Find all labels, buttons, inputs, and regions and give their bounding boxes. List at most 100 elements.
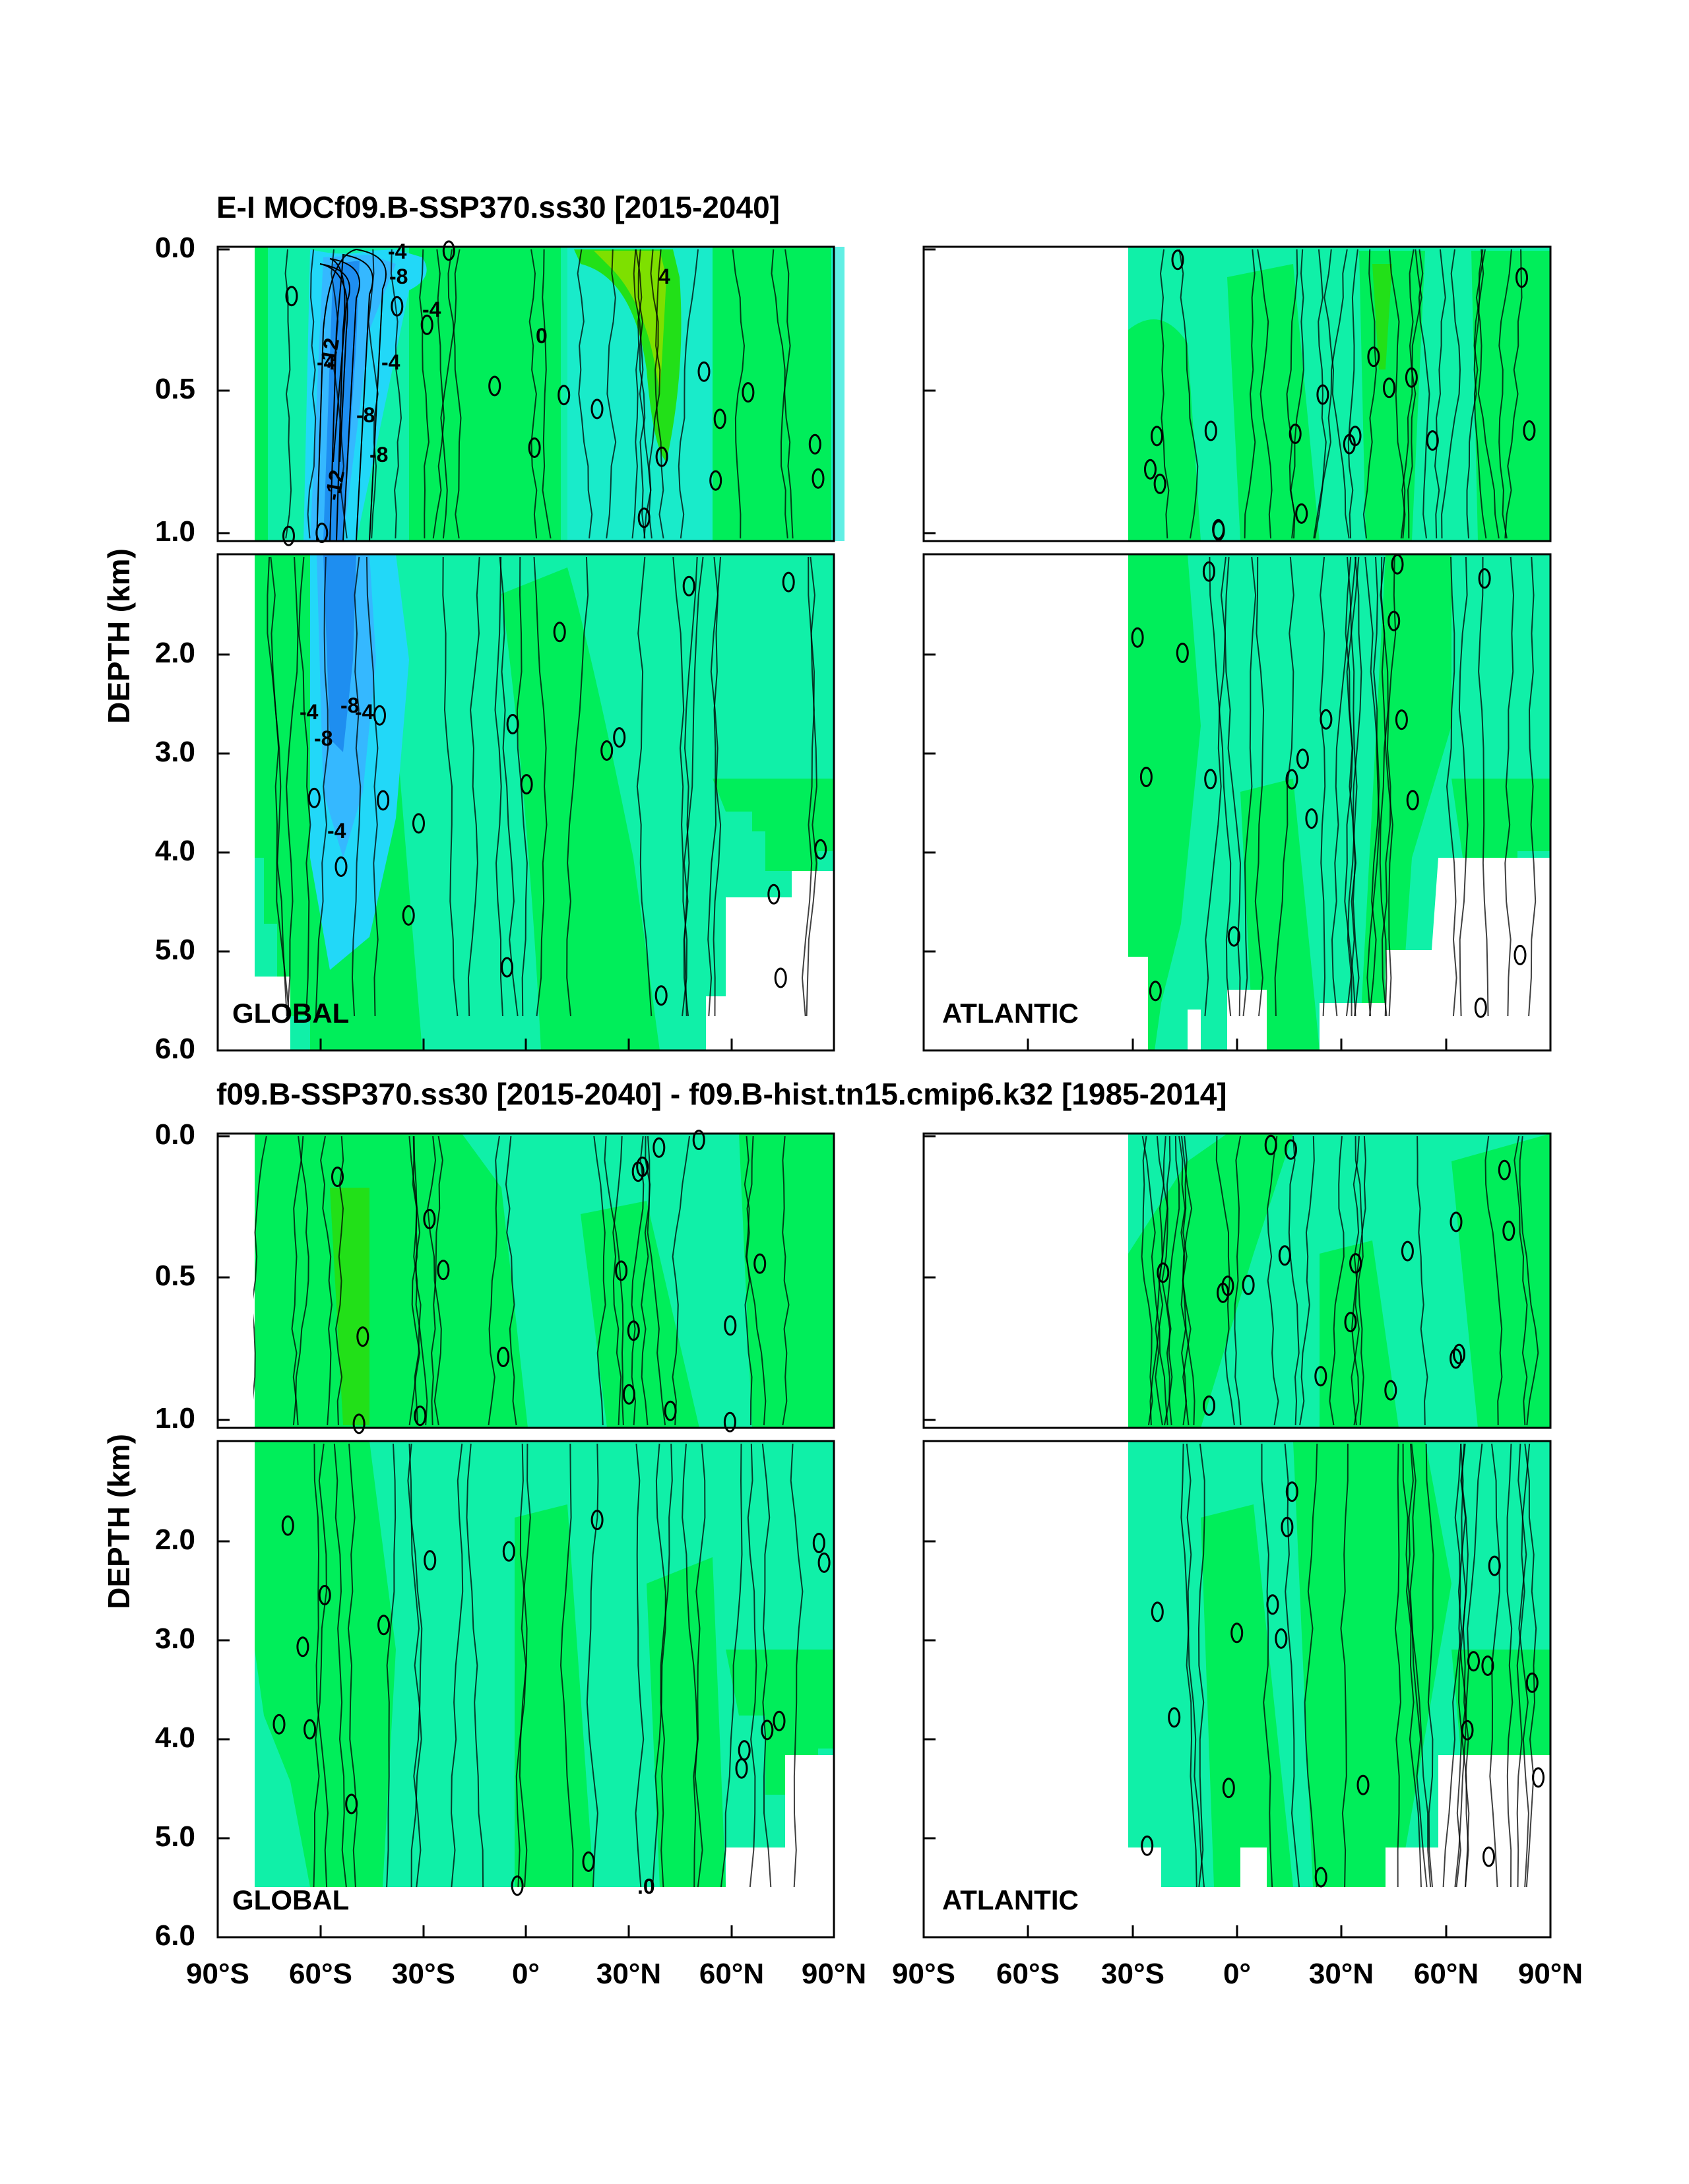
zero-contour-mark bbox=[373, 705, 386, 726]
zero-contour-mark bbox=[1289, 424, 1302, 444]
contour-line bbox=[1352, 556, 1362, 1017]
zero-contour-mark bbox=[742, 382, 755, 403]
contour-line bbox=[1405, 1443, 1422, 1888]
contour-line bbox=[1304, 1443, 1318, 1888]
chart-title-top: E-I MOCf09.B-SSP370.ss30 [2015-2040] bbox=[216, 190, 780, 224]
panel-label-top-global: GLOBAL bbox=[232, 998, 349, 1029]
zero-contour-mark bbox=[713, 408, 726, 430]
contour-line bbox=[1504, 556, 1515, 1017]
contour-line bbox=[419, 249, 430, 539]
contour-line bbox=[333, 1443, 347, 1888]
ylabel-bottom: DEPTH (km) bbox=[102, 1434, 136, 1609]
contour-line bbox=[528, 249, 538, 539]
contour-line bbox=[1446, 556, 1457, 1017]
panel-bottom-global-lower bbox=[255, 1441, 834, 1937]
zero-contour-mark bbox=[1242, 1274, 1255, 1295]
zero-contour-mark bbox=[307, 787, 321, 808]
zero-contour-mark bbox=[331, 1167, 344, 1187]
zero-contour-mark bbox=[497, 1347, 510, 1367]
zero-contour-mark bbox=[502, 1541, 515, 1562]
zero-contour-mark bbox=[420, 314, 433, 335]
contour-line bbox=[1299, 1136, 1315, 1426]
contour-line bbox=[270, 556, 288, 1017]
zero-contour-mark bbox=[1230, 1622, 1244, 1644]
zero-contour-mark bbox=[1453, 1343, 1465, 1365]
contour-label: -4 bbox=[355, 700, 374, 724]
zero-contour-mark bbox=[356, 1326, 369, 1347]
contour-line bbox=[1178, 1136, 1190, 1426]
zero-contour-mark bbox=[1316, 384, 1329, 405]
contour-line bbox=[1380, 556, 1393, 1017]
zero-contour-mark bbox=[1305, 808, 1318, 829]
zero-contour-mark bbox=[1222, 1778, 1235, 1799]
contour-line bbox=[1524, 1443, 1537, 1888]
zero-contour-mark bbox=[488, 375, 501, 397]
contour-line bbox=[298, 556, 311, 1017]
zero-contour-mark bbox=[1296, 748, 1309, 769]
y-ticks-bottom: 0.0 0.5 1.0 2.0 3.0 4.0 5.0 6.0 bbox=[155, 1118, 195, 1952]
zero-contour-mark bbox=[296, 1636, 309, 1657]
xtick-global-4: 30°N bbox=[596, 1958, 661, 1990]
contour-line bbox=[1362, 249, 1377, 539]
y-ticks-top: 0.0 0.5 1.0 2.0 3.0 4.0 5.0 6.0 bbox=[155, 232, 195, 1065]
contour-line bbox=[672, 556, 688, 1017]
zero-contour-mark bbox=[1474, 997, 1487, 1018]
contour-line bbox=[1224, 556, 1242, 1017]
zero-contour-mark bbox=[1467, 1651, 1480, 1672]
contour-label: -8 bbox=[389, 265, 408, 288]
contour-label: -12 bbox=[315, 336, 343, 370]
contour-line bbox=[1234, 1136, 1242, 1426]
contour-line bbox=[612, 1136, 623, 1426]
contour-line bbox=[1528, 556, 1537, 1017]
contour-line bbox=[329, 258, 360, 542]
contour-label: -4 bbox=[388, 240, 407, 263]
zero-contour-mark bbox=[442, 240, 455, 261]
xtick-global-5: 60°N bbox=[699, 1958, 764, 1990]
contour-label: -4 bbox=[422, 298, 441, 321]
contour-line bbox=[577, 249, 593, 539]
contour-line bbox=[1186, 1443, 1197, 1888]
contour-line bbox=[1254, 556, 1265, 1017]
contour-line bbox=[251, 1136, 267, 1426]
zero-contour-mark bbox=[506, 714, 519, 734]
zero-contour-mark bbox=[1405, 367, 1418, 388]
zero-contour-mark bbox=[1151, 1601, 1164, 1622]
zero-contour-mark bbox=[377, 790, 390, 811]
contour-line bbox=[313, 1443, 327, 1888]
panel-label-bottom-global: GLOBAL bbox=[232, 1884, 349, 1915]
contour-line bbox=[447, 249, 462, 539]
contour-line bbox=[782, 1136, 790, 1426]
contour-line bbox=[284, 249, 292, 539]
contour-line bbox=[307, 249, 317, 539]
contour-line bbox=[408, 1136, 421, 1426]
contour-line bbox=[1149, 1136, 1171, 1426]
zero-contour-mark bbox=[1139, 767, 1153, 787]
zero-contour-mark bbox=[738, 1740, 751, 1761]
contour-line bbox=[1364, 556, 1380, 1017]
contour-line bbox=[647, 1136, 666, 1426]
ytick-bot-7: 6.0 bbox=[155, 1919, 195, 1952]
contour-line bbox=[1458, 556, 1469, 1017]
contour-line bbox=[1381, 556, 1397, 1017]
ytick-top-2: 1.0 bbox=[155, 515, 195, 548]
zero-contour-mark bbox=[1314, 1867, 1327, 1888]
contour-line bbox=[315, 556, 329, 1017]
ytick-bot-5: 4.0 bbox=[155, 1721, 195, 1754]
zero-contour-mark bbox=[1515, 267, 1528, 288]
contour-line bbox=[408, 1443, 422, 1888]
contour-line bbox=[1345, 556, 1360, 1017]
contour-line bbox=[499, 556, 519, 1017]
zero-contour-mark bbox=[414, 1405, 427, 1427]
contour-label: -8 bbox=[314, 726, 333, 750]
panel-label-top-atlantic: ATLANTIC bbox=[942, 998, 1079, 1029]
contour-line bbox=[1159, 249, 1170, 539]
contour-label-bottom-global: .0 bbox=[637, 1875, 655, 1898]
contour-line bbox=[744, 1136, 767, 1426]
zero-contour-mark bbox=[782, 571, 795, 593]
contour-line bbox=[1141, 1136, 1168, 1426]
contour-line bbox=[732, 249, 746, 539]
contour-line bbox=[636, 556, 653, 1017]
contour-line bbox=[1257, 249, 1273, 539]
zero-contour-mark bbox=[345, 1793, 358, 1815]
contour-line bbox=[744, 1136, 754, 1426]
